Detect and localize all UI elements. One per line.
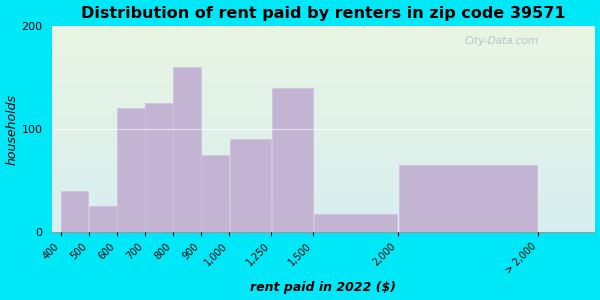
Bar [230, 140, 271, 232]
Y-axis label: households: households [5, 94, 19, 165]
Bar [202, 155, 229, 232]
Text: City-Data.com: City-Data.com [464, 36, 538, 46]
Bar [399, 165, 537, 232]
X-axis label: rent paid in 2022 ($): rent paid in 2022 ($) [250, 281, 397, 294]
Bar [272, 88, 313, 232]
Bar [89, 206, 116, 232]
Bar [173, 67, 201, 232]
Bar [117, 108, 145, 232]
Bar [314, 214, 397, 232]
Bar [145, 103, 173, 232]
Title: Distribution of rent paid by renters in zip code 39571: Distribution of rent paid by renters in … [81, 6, 566, 21]
Bar [61, 191, 88, 232]
